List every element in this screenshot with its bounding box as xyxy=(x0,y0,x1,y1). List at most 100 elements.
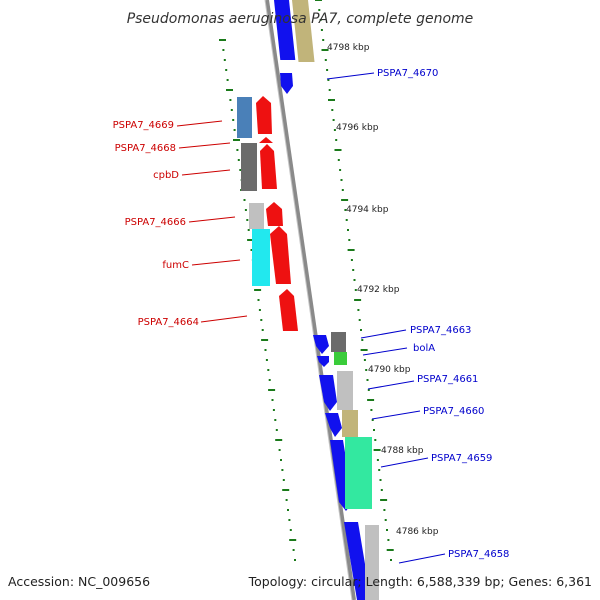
major-tick xyxy=(275,439,283,441)
gene-label-cpbd[interactable]: cpbD xyxy=(153,170,179,181)
gene-arrow-pspa7-4660[interactable] xyxy=(325,413,342,437)
minor-tick xyxy=(358,319,361,321)
gene-label-pspa7-4666[interactable]: PSPA7_4666 xyxy=(125,217,186,228)
gene-label-pspa7-4660[interactable]: PSPA7_4660 xyxy=(423,406,484,417)
minor-tick xyxy=(357,309,360,311)
map-title: Pseudomonas aeruginosa PA7, complete gen… xyxy=(127,11,474,27)
gene-arrow-pspa7-4668[interactable] xyxy=(259,137,273,143)
scale-label: 4794 kbp xyxy=(346,205,389,215)
genome-backbone-highlight xyxy=(264,0,353,600)
cog-box-pspa7-4659 xyxy=(345,437,372,509)
minor-tick xyxy=(370,409,373,411)
gene-arrow-pspa7-4670[interactable] xyxy=(280,73,293,94)
minor-tick xyxy=(366,379,369,381)
minor-tick xyxy=(247,229,250,231)
topology-text: Topology: circular; Length: 6,588,339 bp… xyxy=(248,574,592,589)
minor-tick xyxy=(268,379,271,381)
minor-tick xyxy=(257,299,260,301)
minor-tick xyxy=(237,159,240,161)
minor-tick xyxy=(341,189,344,191)
scale-label: 4786 kbp xyxy=(396,527,439,537)
minor-tick xyxy=(380,489,383,491)
cog-box-pspa7-4666 xyxy=(249,203,264,229)
label-leader xyxy=(176,120,223,127)
cog-box-pspa7-4660 xyxy=(342,410,358,437)
minor-tick xyxy=(246,219,249,221)
major-tick xyxy=(219,39,226,41)
minor-tick xyxy=(225,69,228,71)
minor-tick xyxy=(250,249,253,251)
gene-arrow-cpbd[interactable] xyxy=(260,144,277,189)
minor-tick xyxy=(335,139,338,141)
minor-tick xyxy=(345,219,348,221)
gene-arrow-pspa7-4664[interactable] xyxy=(279,289,298,331)
minor-tick xyxy=(233,129,236,131)
minor-tick xyxy=(280,459,282,461)
gene-arrow-pspa7-4658[interactable] xyxy=(344,522,371,600)
gene-arrow-fumc[interactable] xyxy=(270,226,291,284)
minor-tick xyxy=(287,509,289,511)
major-tick xyxy=(226,89,233,91)
scale-label: 4798 kbp xyxy=(327,43,370,53)
minor-tick xyxy=(374,439,377,441)
minor-tick xyxy=(232,119,235,121)
gene-label-pspa7-4659[interactable]: PSPA7_4659 xyxy=(431,453,492,464)
minor-tick xyxy=(348,239,351,241)
label-leader xyxy=(188,216,236,223)
label-leader xyxy=(398,553,446,564)
gene-label-bola[interactable]: bolA xyxy=(413,343,435,354)
minor-tick xyxy=(265,359,268,361)
label-leader xyxy=(200,315,248,323)
minor-tick xyxy=(331,109,334,111)
minor-tick xyxy=(267,369,270,371)
major-tick xyxy=(247,239,255,241)
gene-label-pspa7-4661[interactable]: PSPA7_4661 xyxy=(417,374,478,385)
label-leader xyxy=(380,457,429,468)
minor-tick xyxy=(337,159,340,161)
gene-arrow-pspa7-4669[interactable] xyxy=(256,96,272,134)
minor-tick xyxy=(226,79,229,81)
major-tick xyxy=(380,499,388,501)
major-tick xyxy=(254,289,262,291)
minor-tick xyxy=(271,399,274,401)
major-tick xyxy=(354,299,362,301)
minor-tick xyxy=(278,449,281,451)
cog-box-pspa7-4663 xyxy=(331,332,346,352)
minor-tick xyxy=(387,539,390,541)
minor-tick xyxy=(236,149,239,151)
minor-tick xyxy=(360,329,362,331)
gene-arrow-pspa7-4661[interactable] xyxy=(319,375,337,411)
gene-label-pspa7-4658[interactable]: PSPA7_4658 xyxy=(448,549,509,560)
minor-tick xyxy=(383,509,386,511)
minor-tick xyxy=(322,39,325,41)
major-tick xyxy=(373,449,381,451)
minor-tick xyxy=(292,549,295,551)
gene-arrow-bola[interactable] xyxy=(317,356,329,367)
gene-arrow-pspa7-4663[interactable] xyxy=(313,335,329,354)
minor-tick xyxy=(274,419,277,421)
minor-tick xyxy=(378,469,381,471)
gene-arrow-pspa7-4666[interactable] xyxy=(266,202,283,226)
minor-tick xyxy=(281,469,284,471)
minor-tick xyxy=(275,429,278,431)
minor-tick xyxy=(361,339,364,341)
label-leader xyxy=(360,329,407,339)
genome-backbone xyxy=(265,0,356,600)
gene-label-pspa7-4663[interactable]: PSPA7_4663 xyxy=(410,325,471,336)
gene-label-fumc[interactable]: fumC xyxy=(162,260,189,271)
gene-label-pspa7-4670[interactable]: PSPA7_4670 xyxy=(377,68,438,79)
label-leader xyxy=(371,410,421,420)
major-tick xyxy=(360,349,368,351)
label-leader xyxy=(326,72,375,80)
minor-tick xyxy=(376,459,379,461)
minor-tick xyxy=(350,259,353,261)
minor-tick xyxy=(384,519,387,521)
minor-tick xyxy=(373,429,375,431)
major-tick xyxy=(261,339,269,341)
minor-tick xyxy=(340,179,343,181)
scale-label: 4796 kbp xyxy=(336,123,379,133)
minor-tick xyxy=(288,519,291,521)
gene-label-pspa7-4669[interactable]: PSPA7_4669 xyxy=(113,120,174,131)
gene-label-pspa7-4664[interactable]: PSPA7_4664 xyxy=(138,317,199,328)
gene-label-pspa7-4668[interactable]: PSPA7_4668 xyxy=(115,143,176,154)
